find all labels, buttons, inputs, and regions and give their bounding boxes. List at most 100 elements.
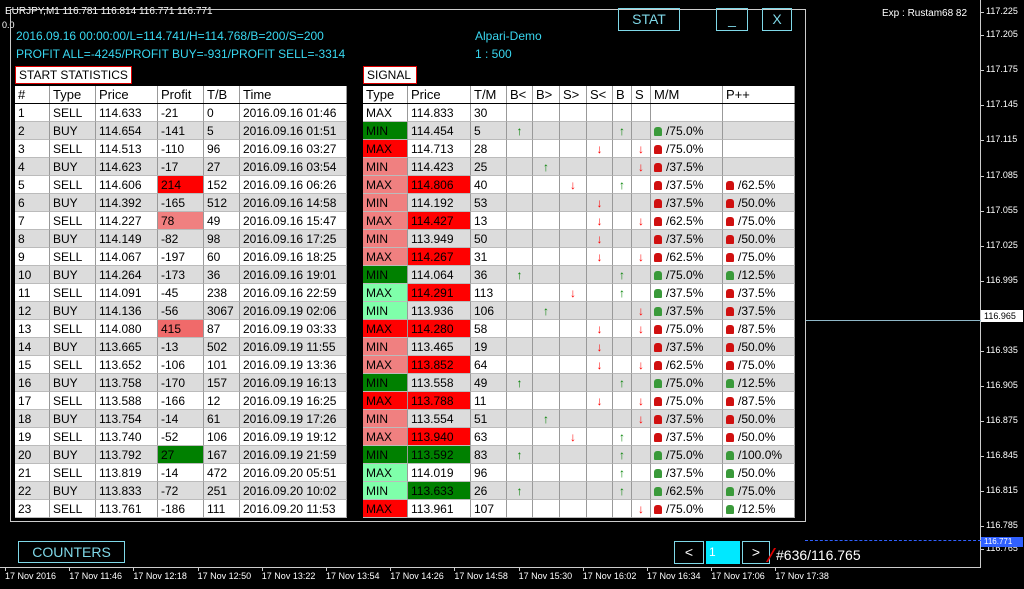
cell — [632, 284, 651, 302]
cell: -45 — [158, 284, 204, 302]
cell: /50.0% — [723, 194, 795, 212]
cell: 2016.09.19 13:36 — [240, 356, 347, 374]
cell-text: /12.5% — [738, 376, 776, 390]
cell: 2016.09.19 17:26 — [240, 410, 347, 428]
cell: BUY — [50, 230, 96, 248]
cell — [533, 446, 560, 464]
axis-tick — [980, 549, 984, 551]
cell: 2016.09.16 19:01 — [240, 266, 347, 284]
time-label: 17 Nov 16:02 — [582, 571, 637, 581]
cell: -13 — [158, 338, 204, 356]
cell: /37.5% — [651, 194, 723, 212]
cell-text: /37.5% — [738, 304, 776, 318]
cell — [507, 410, 533, 428]
arrow: ↑ — [613, 266, 632, 284]
arrow: ↑ — [507, 482, 533, 500]
icon — [726, 181, 734, 190]
cell: 114.267 — [408, 248, 471, 266]
cell: MIN — [363, 158, 408, 176]
cell: BUY — [50, 374, 96, 392]
cell: MIN — [363, 230, 408, 248]
close-button[interactable]: X — [762, 8, 792, 31]
arrow: ↑ — [533, 302, 560, 320]
cell: 2016.09.19 19:12 — [240, 428, 347, 446]
cell — [587, 464, 613, 482]
cell: 9 — [15, 248, 50, 266]
cell: 152 — [204, 176, 240, 194]
cell: 27 — [158, 446, 204, 464]
stat-button[interactable]: STAT — [618, 8, 680, 31]
cell — [533, 122, 560, 140]
cell: 96 — [204, 140, 240, 158]
price-label: 117.025 — [986, 239, 1018, 250]
icon — [654, 379, 662, 388]
cell-text: /75.0% — [666, 268, 704, 282]
cell — [587, 302, 613, 320]
cell: 113.792 — [96, 446, 158, 464]
cell — [533, 500, 560, 518]
price-label: 117.055 — [986, 204, 1018, 215]
arrow: ↑ — [507, 122, 533, 140]
cell: /75.0% — [651, 266, 723, 284]
counters-button[interactable]: COUNTERS — [18, 541, 125, 563]
cell: SELL — [50, 500, 96, 518]
cell: 114.513 — [96, 140, 158, 158]
axis-tick — [582, 567, 584, 571]
cell: 106 — [471, 302, 507, 320]
arrow: ↓ — [632, 212, 651, 230]
cell-text: /75.0% — [666, 322, 704, 336]
cell — [507, 338, 533, 356]
cell: 8 — [15, 230, 50, 248]
icon — [726, 397, 734, 406]
cell: 113.936 — [408, 302, 471, 320]
cell: 30 — [471, 104, 507, 122]
cell: 2 — [15, 122, 50, 140]
icon — [726, 343, 734, 352]
cell: 23 — [15, 500, 50, 518]
cell: SELL — [50, 104, 96, 122]
cell — [560, 122, 587, 140]
cell — [533, 266, 560, 284]
axis-tick — [647, 567, 648, 571]
cell: MIN — [363, 446, 408, 464]
cell-text: /75.0% — [738, 250, 776, 264]
cell-text: /12.5% — [738, 268, 776, 282]
cell: -141 — [158, 122, 204, 140]
cell: SELL — [50, 320, 96, 338]
cell — [560, 194, 587, 212]
page-input[interactable]: 1 — [706, 541, 740, 564]
cell: 113.949 — [408, 230, 471, 248]
cell — [560, 302, 587, 320]
minimize-button[interactable]: _ — [716, 8, 748, 31]
cell — [632, 338, 651, 356]
cell-text: /75.0% — [666, 124, 704, 138]
cell: 2016.09.20 10:02 — [240, 482, 347, 500]
axis-tick — [980, 175, 984, 177]
cell: -197 — [158, 248, 204, 266]
cell — [507, 392, 533, 410]
icon — [726, 361, 734, 370]
cell: 113.592 — [408, 446, 471, 464]
next-button[interactable]: > — [742, 541, 770, 564]
axis-tick — [69, 567, 71, 571]
axis-tick — [326, 567, 327, 571]
cell: 2016.09.16 18:25 — [240, 248, 347, 266]
cell — [560, 248, 587, 266]
cell — [632, 428, 651, 446]
cell — [533, 482, 560, 500]
cell: 113.465 — [408, 338, 471, 356]
axis-tick — [980, 105, 984, 107]
cell: 114.806 — [408, 176, 471, 194]
cell: 36 — [471, 266, 507, 284]
axis-tick — [197, 567, 199, 571]
cell — [651, 104, 723, 122]
cell: 36 — [204, 266, 240, 284]
cell: 13 — [15, 320, 50, 338]
column-header: Type — [363, 86, 408, 103]
cell: 27 — [204, 158, 240, 176]
cell: 157 — [204, 374, 240, 392]
price-line — [805, 320, 981, 321]
cell — [632, 464, 651, 482]
prev-button[interactable]: < — [674, 541, 704, 564]
axis-tick — [980, 245, 984, 247]
